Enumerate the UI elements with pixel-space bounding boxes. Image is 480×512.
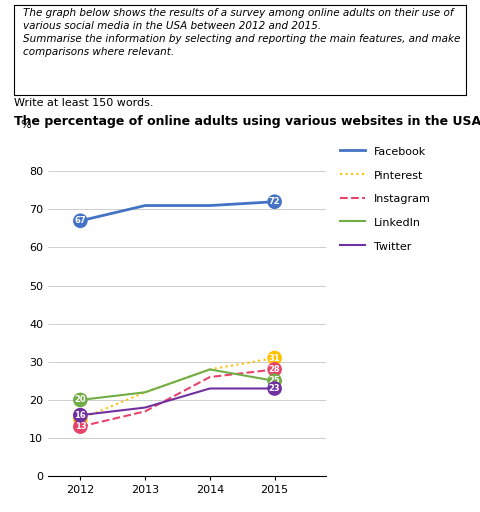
Text: 31: 31	[269, 353, 280, 362]
Text: 13: 13	[74, 422, 86, 431]
Text: 20: 20	[74, 395, 86, 404]
Text: The percentage of online adults using various websites in the USA: The percentage of online adults using va…	[14, 115, 480, 128]
Text: The graph below shows the results of a survey among online adults on their use o: The graph below shows the results of a s…	[24, 8, 461, 57]
Text: Write at least 150 words.: Write at least 150 words.	[14, 98, 154, 109]
Text: 67: 67	[74, 216, 86, 225]
Text: 25: 25	[269, 376, 280, 386]
Text: 15: 15	[74, 415, 86, 423]
Text: 16: 16	[74, 411, 86, 420]
Text: 28: 28	[269, 365, 280, 374]
Text: %: %	[20, 120, 31, 130]
Text: 72: 72	[269, 197, 280, 206]
Legend: Facebook, Pinterest, Instagram, LinkedIn, Twitter: Facebook, Pinterest, Instagram, LinkedIn…	[340, 145, 431, 251]
Text: 23: 23	[269, 384, 280, 393]
